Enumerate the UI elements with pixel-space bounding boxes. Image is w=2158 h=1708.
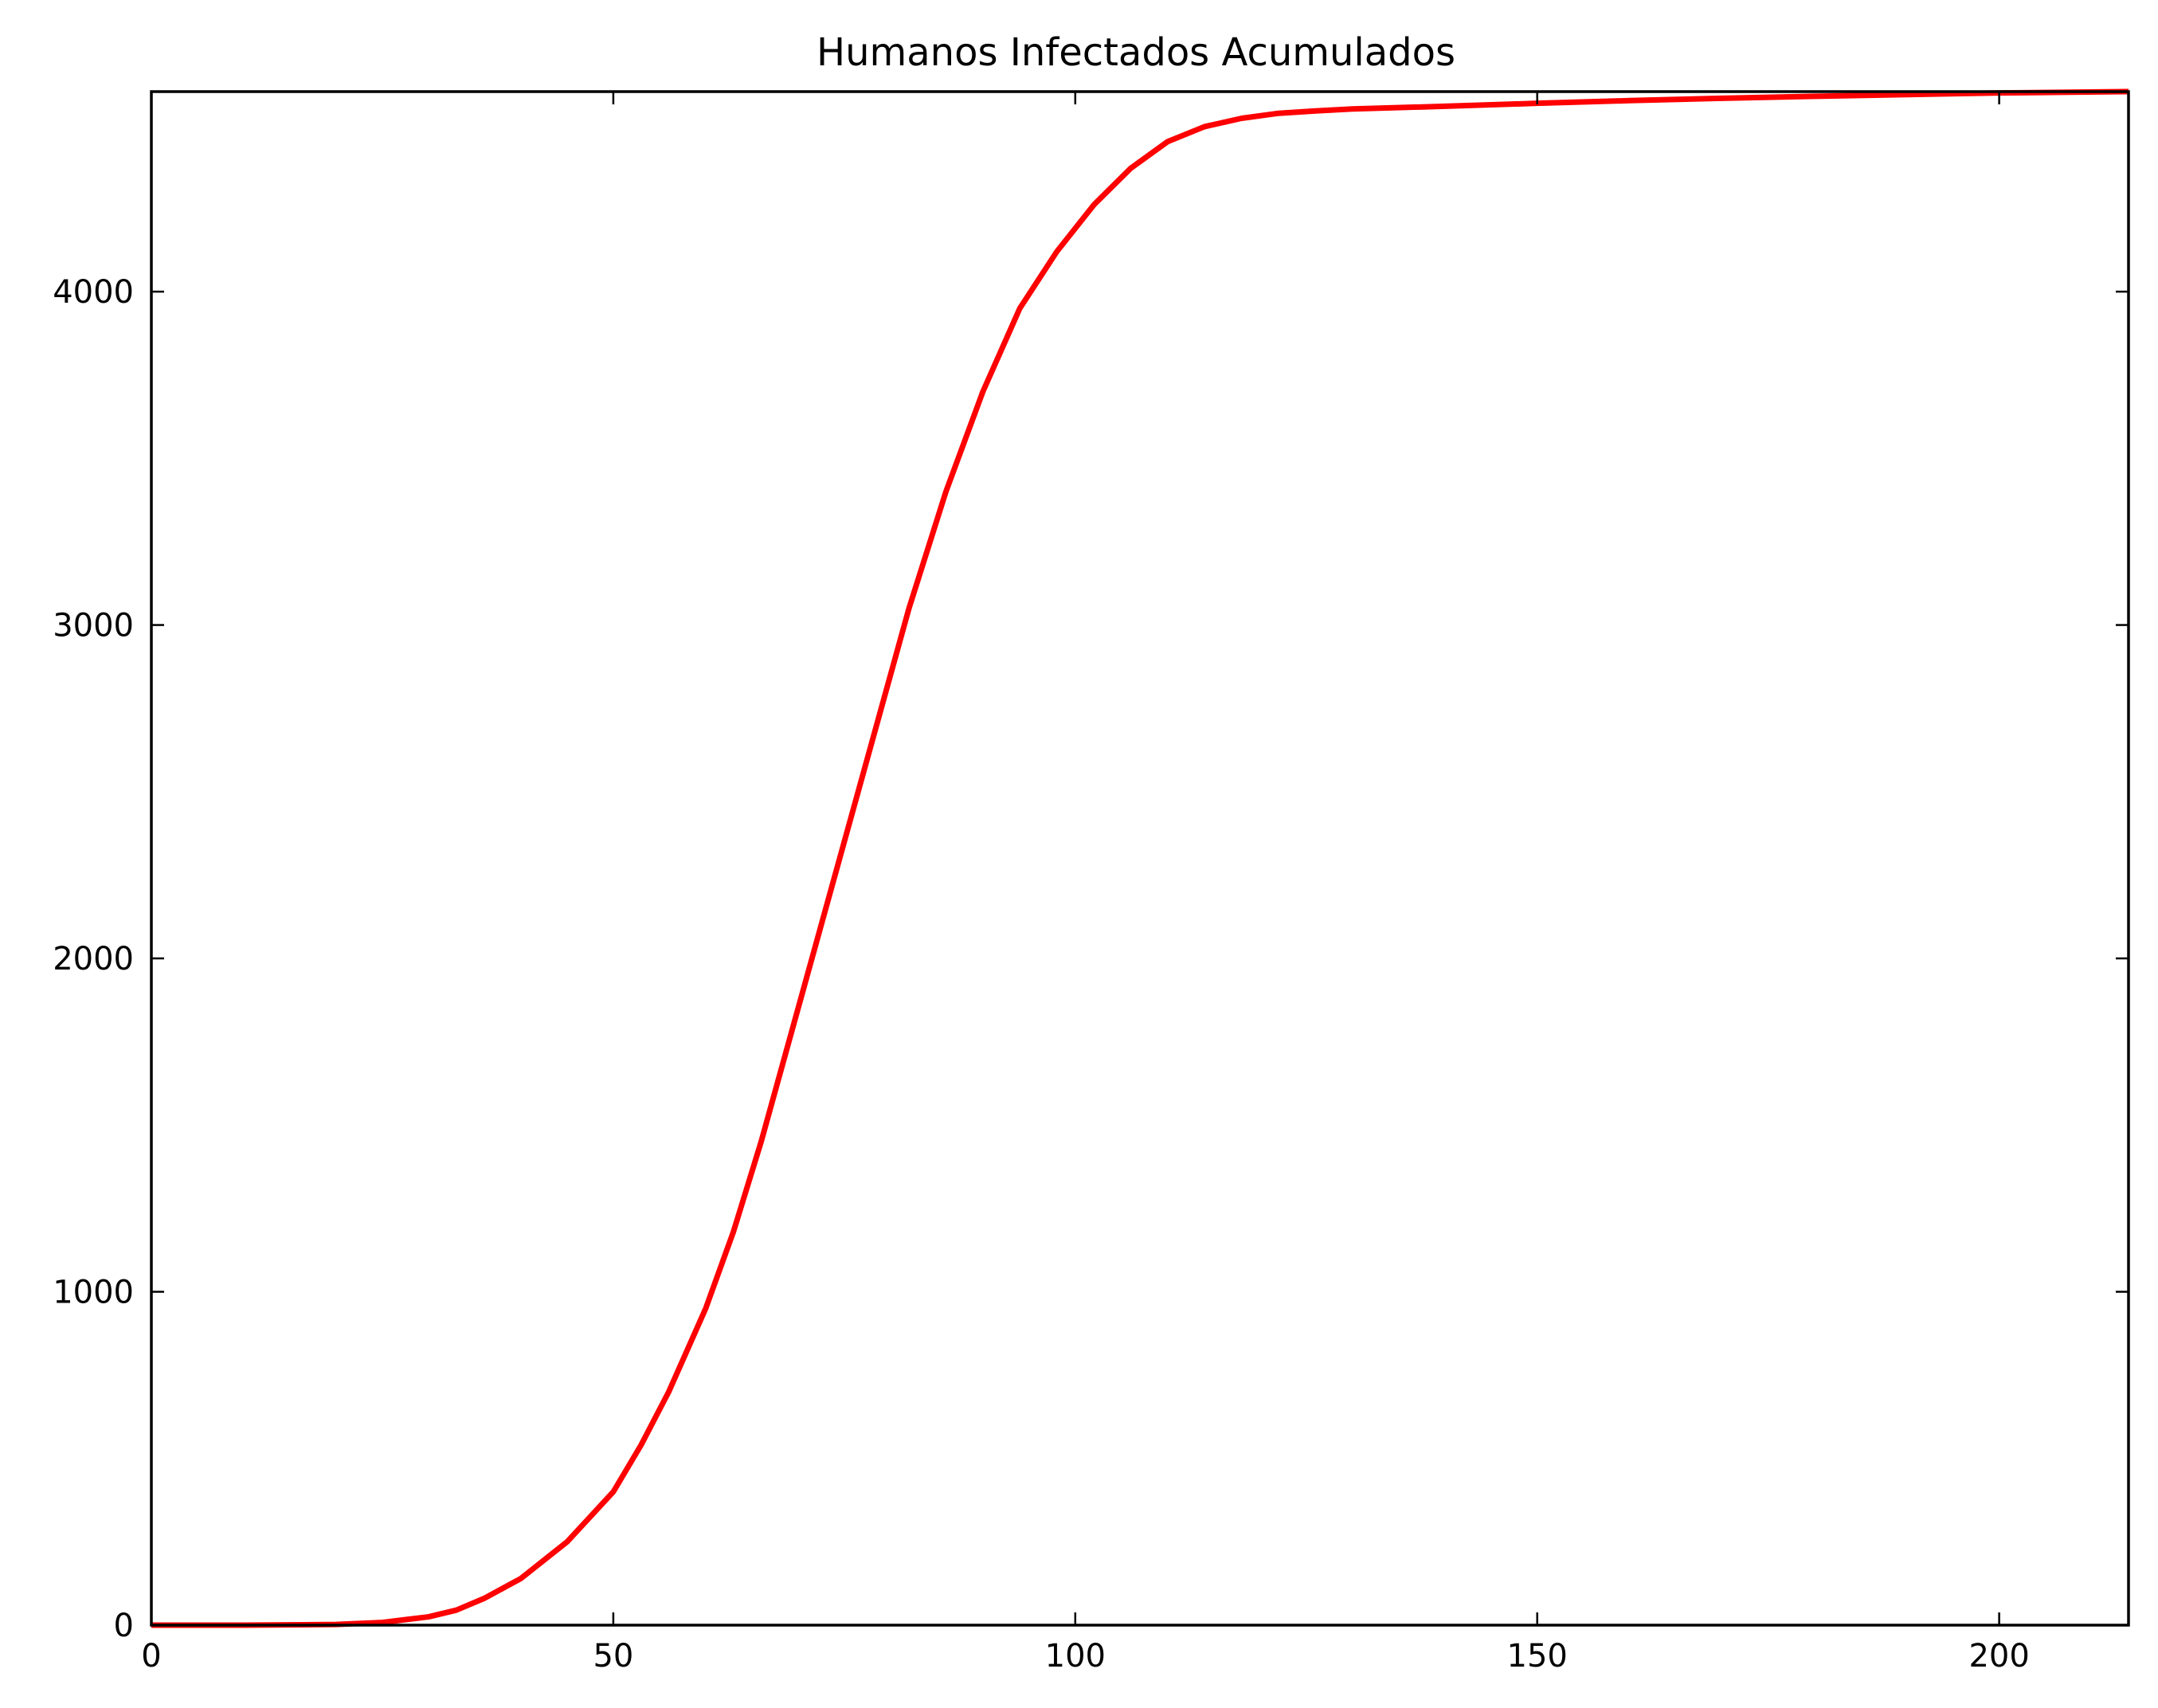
y-tick-label: 4000 [53,274,134,311]
y-tick-label: 3000 [53,608,134,644]
y-tick-label: 2000 [53,941,134,977]
x-tick-label: 50 [593,1638,633,1675]
x-tick-label: 100 [1045,1638,1106,1675]
y-tick-label: 1000 [53,1275,134,1311]
x-tick-label: 150 [1507,1638,1568,1675]
plot-frame [150,90,2130,1627]
chart-title: Humanos Infectados Acumulados [817,30,1455,75]
series-line [151,88,2129,1628]
x-tick-label: 0 [141,1638,161,1675]
y-tick-label: 0 [114,1608,134,1644]
x-tick-label: 200 [1968,1638,2029,1675]
plot-area [151,88,2129,1628]
